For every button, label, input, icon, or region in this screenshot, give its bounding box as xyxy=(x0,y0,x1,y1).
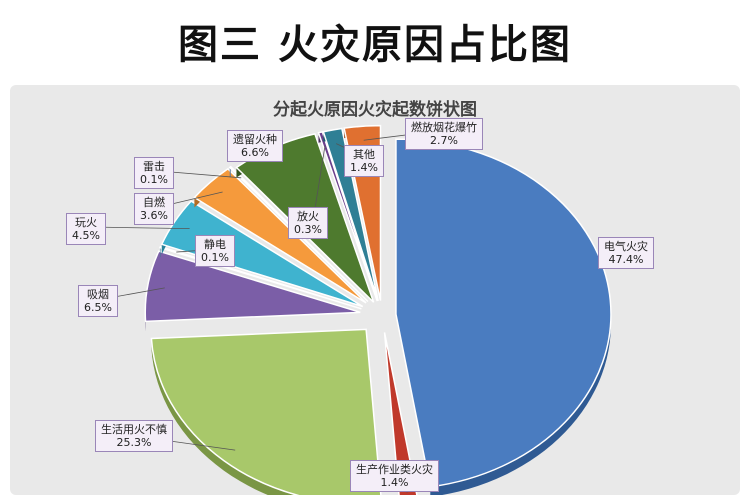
slice-label: 遗留火种 6.6% xyxy=(227,130,283,162)
slice-label: 自燃 3.6% xyxy=(134,193,174,225)
slice-label: 玩火 4.5% xyxy=(66,213,106,245)
slice-percent: 0.1% xyxy=(140,173,168,186)
slice-percent: 6.5% xyxy=(84,301,112,314)
slice-label: 其他 1.4% xyxy=(344,145,384,177)
chart-title: 分起火原因火灾起数饼状图 xyxy=(273,99,477,120)
pie-slice xyxy=(395,138,612,488)
pie-slice xyxy=(322,127,379,302)
slice-name: 自燃 xyxy=(142,196,165,209)
slice-percent: 1.4% xyxy=(350,161,378,174)
slice-name: 遗留火种 xyxy=(233,133,277,146)
slice-name: 其他 xyxy=(352,148,375,161)
slice-percent: 6.6% xyxy=(241,146,269,159)
chart-panel: 分起火原因火灾起数饼状图 电气火灾 47.4% 生产作业类火灾 1.4% 生活用火不慎 2… xyxy=(10,85,740,495)
slice-label: 生活用火不慎 25.3% xyxy=(95,420,173,452)
slice-label: 燃放烟花爆竹 2.7% xyxy=(405,118,483,150)
slice-percent: 0.3% xyxy=(294,223,322,236)
slice-name: 燃放烟花爆竹 xyxy=(411,121,477,134)
slice-percent: 25.3% xyxy=(116,436,152,449)
pie-slice xyxy=(317,131,378,302)
slice-name: 玩火 xyxy=(74,216,97,229)
slice-name: 放火 xyxy=(296,210,319,223)
slice-label: 静电 0.1% xyxy=(195,235,235,267)
slice-percent: 3.6% xyxy=(140,209,168,222)
slice-label: 雷击 0.1% xyxy=(134,157,174,189)
pie-slice xyxy=(193,167,367,304)
slice-label: 放火 0.3% xyxy=(288,207,328,239)
leader-line xyxy=(90,226,190,230)
slice-label: 电气火灾 47.4% xyxy=(598,237,654,269)
slice-percent: 0.1% xyxy=(201,251,229,264)
slice-name: 生活用火不慎 xyxy=(101,423,167,436)
page-title: 图三 火灾原因占比图 xyxy=(178,22,572,68)
slice-side xyxy=(229,166,231,178)
pie-slice xyxy=(160,200,364,308)
slice-name: 吸烟 xyxy=(86,288,109,301)
slice-label: 吸烟 6.5% xyxy=(78,285,118,317)
pie-slices xyxy=(144,124,612,495)
pie-slice xyxy=(383,332,418,495)
slice-side xyxy=(151,338,297,495)
slice-percent: 4.5% xyxy=(72,229,100,242)
slice-name: 雷击 xyxy=(142,160,165,173)
slice-percent: 2.7% xyxy=(430,134,458,147)
pie-slice xyxy=(144,250,361,323)
slice-name: 生产作业类火灾 xyxy=(356,463,433,476)
slice-name: 静电 xyxy=(203,238,226,251)
slice-percent: 1.4% xyxy=(380,476,409,489)
slice-name: 电气火灾 xyxy=(604,240,648,253)
slice-label: 生产作业类火灾 1.4% xyxy=(350,460,439,492)
slice-percent: 47.4% xyxy=(608,253,644,266)
pie-slice xyxy=(150,328,382,495)
